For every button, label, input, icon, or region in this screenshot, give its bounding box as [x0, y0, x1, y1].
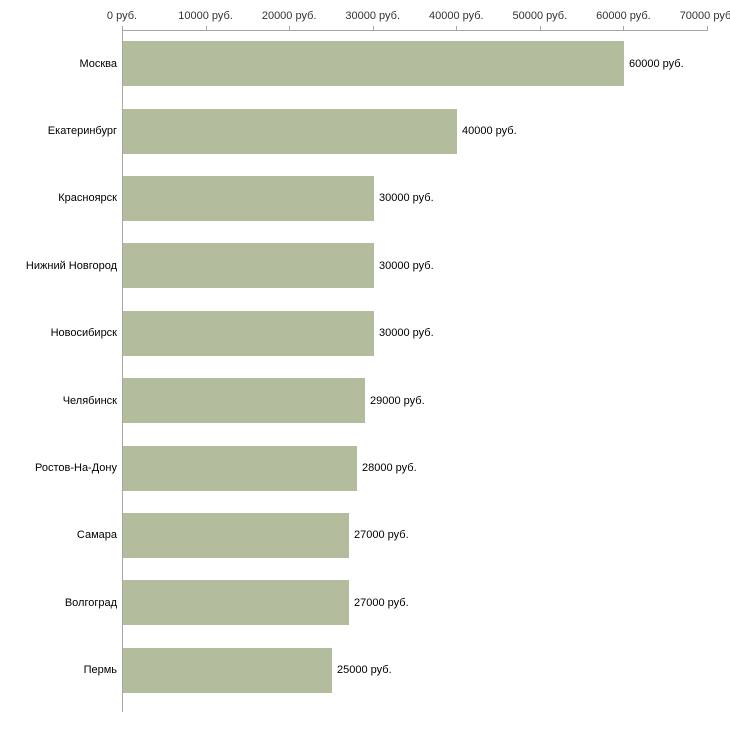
x-axis-line: [122, 30, 708, 31]
x-tick-mark: [372, 26, 374, 30]
value-label: 27000 руб.: [354, 596, 409, 609]
bar-row: Самара 27000 руб.: [0, 502, 730, 569]
bar: [123, 310, 374, 356]
x-tick-label: 20000 руб.: [261, 10, 317, 22]
category-label: Екатеринбург: [47, 125, 117, 138]
x-tick-label: 70000 руб.: [679, 10, 730, 22]
x-tick-label: 0 руб.: [106, 10, 138, 22]
x-tick-mark: [289, 26, 291, 30]
category-label: Ростов-На-Дону: [34, 462, 117, 475]
bar: [123, 243, 374, 289]
category-label: Пермь: [83, 664, 117, 677]
category-label: Новосибирск: [50, 327, 117, 340]
x-tick-label: 30000 руб.: [345, 10, 401, 22]
x-tick-mark: [623, 26, 625, 30]
bar: [123, 445, 357, 491]
bar: [123, 378, 365, 424]
value-label: 27000 руб.: [354, 529, 409, 542]
bar: [123, 41, 624, 87]
category-label: Москва: [79, 57, 117, 70]
value-label: 25000 руб.: [337, 664, 392, 677]
bar: [123, 175, 374, 221]
category-label: Самара: [76, 529, 117, 542]
bar-row: Ростов-На-Дону 28000 руб.: [0, 434, 730, 501]
bar-row: Челябинск 29000 руб.: [0, 367, 730, 434]
x-tick-label: 10000 руб.: [178, 10, 233, 22]
x-tick-label: 60000 руб.: [596, 10, 651, 22]
value-label: 30000 руб.: [379, 259, 434, 272]
category-label: Волгоград: [64, 596, 117, 609]
y-axis-line: [122, 30, 123, 712]
category-label: Нижний Новгород: [25, 259, 117, 272]
bar: [123, 647, 332, 693]
bars-container: Москва 60000 руб. Екатеринбург 40000 руб. Кр…: [0, 30, 730, 704]
x-tick-mark: [456, 26, 458, 30]
x-tick-label: 40000 руб.: [428, 10, 484, 22]
bar-row: Нижний Новгород 30000 руб.: [0, 232, 730, 299]
value-label: 29000 руб.: [370, 394, 425, 407]
bar-row: Волгоград 27000 руб.: [0, 569, 730, 636]
value-label: 28000 руб.: [362, 462, 417, 475]
x-tick-mark: [539, 26, 541, 30]
x-tick-mark: [122, 26, 123, 30]
value-label: 30000 руб.: [379, 192, 434, 205]
bar-row: Москва 60000 руб.: [0, 30, 730, 97]
value-label: 40000 руб.: [462, 125, 517, 138]
x-axis: 0 руб. 10000 руб. 20000 руб. 30000 руб. 4000…: [0, 0, 730, 30]
bar-row: Красноярск 30000 руб.: [0, 165, 730, 232]
value-label: 60000 руб.: [629, 57, 684, 70]
category-label: Челябинск: [62, 394, 117, 407]
x-tick-mark: [707, 26, 708, 30]
bar-row: Пермь 25000 руб.: [0, 637, 730, 704]
bar: [123, 580, 349, 626]
bar: [123, 108, 457, 154]
bar-row: Екатеринбург 40000 руб.: [0, 97, 730, 164]
value-label: 30000 руб.: [379, 327, 434, 340]
x-tick-mark: [205, 26, 207, 30]
bar: [123, 512, 349, 558]
category-label: Красноярск: [58, 192, 117, 205]
x-tick-label: 50000 руб.: [512, 10, 568, 22]
bar-row: Новосибирск 30000 руб.: [0, 300, 730, 367]
